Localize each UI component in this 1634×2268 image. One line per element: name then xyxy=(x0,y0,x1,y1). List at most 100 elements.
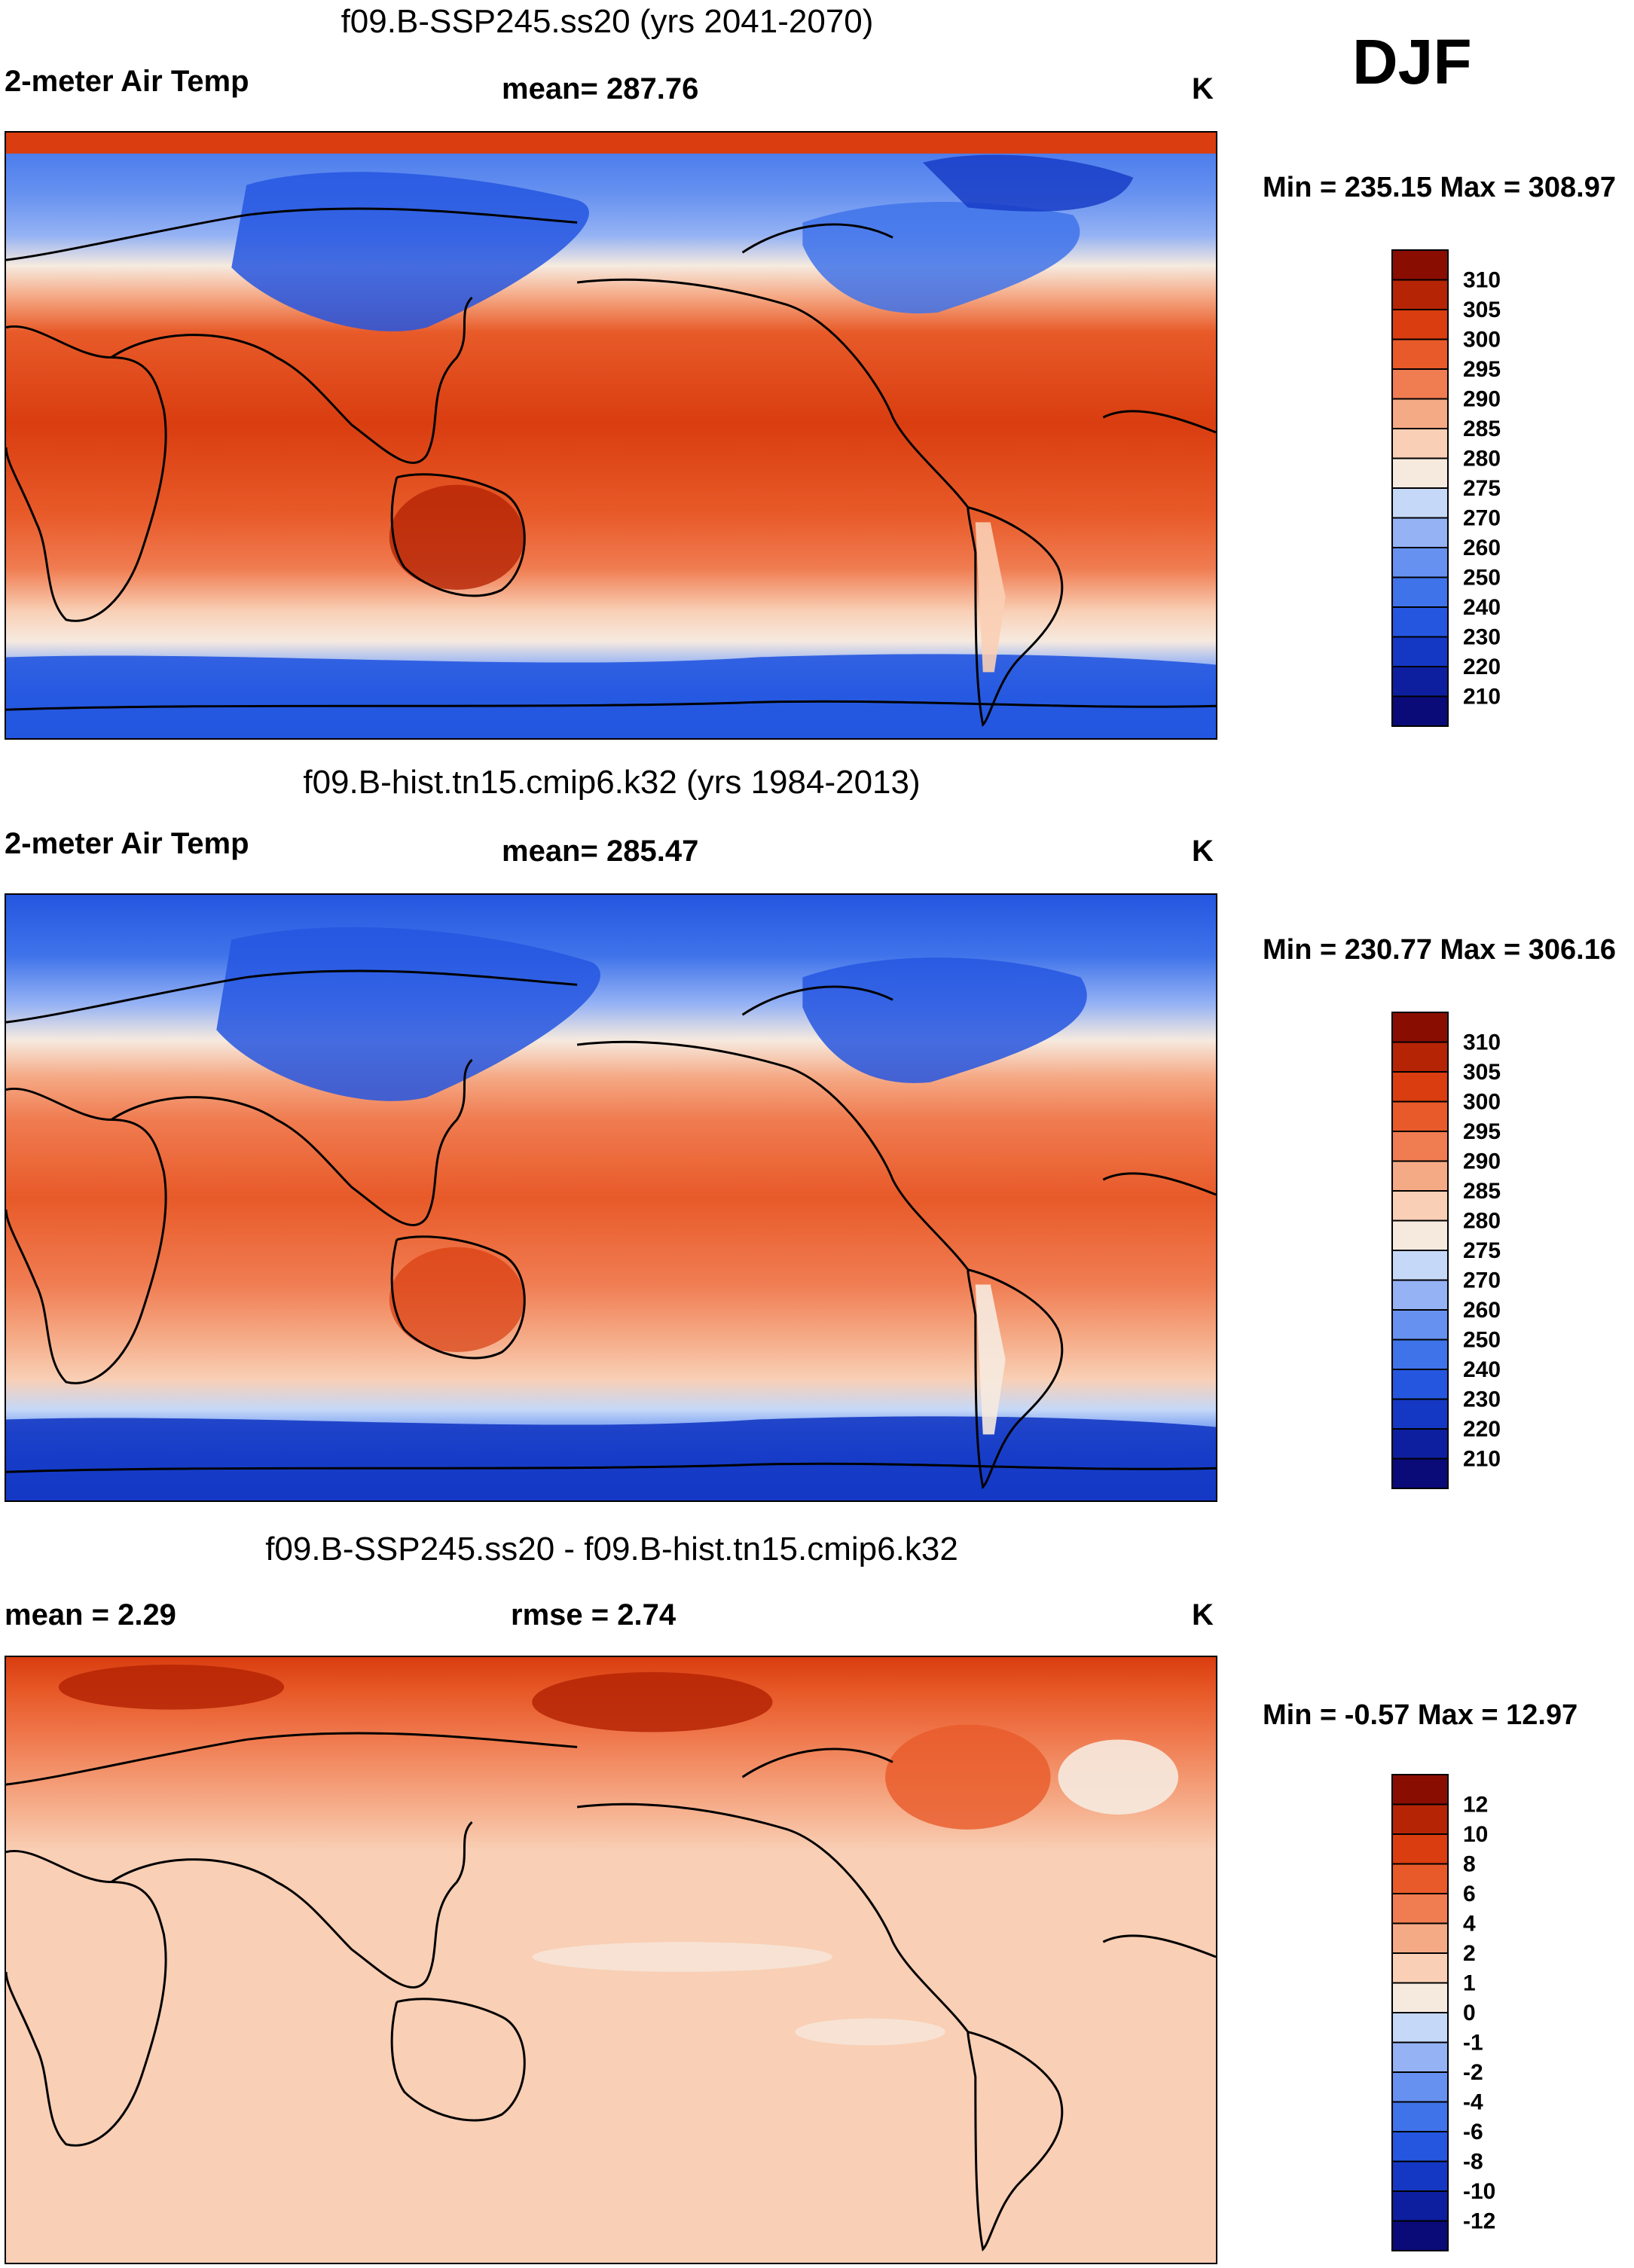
colorbar-tick-label: -6 xyxy=(1463,2120,1483,2144)
colorbar-svg-historical: 310 305 300 295 290 285 280 275 270 260 250 240 230 2… xyxy=(1391,1012,1501,1489)
colorbar-box xyxy=(1391,695,1449,727)
colorbar-tick-label: 12 xyxy=(1463,1793,1488,1818)
colorbar-box xyxy=(1391,398,1449,429)
colorbar-difference: 12 10 8 6 4 2 1 0 -1 -2 -4 -6 -8 -10 -12 xyxy=(1391,1773,1617,2259)
colorbar-tick-label: 280 xyxy=(1463,447,1501,472)
colorbar-tick-label: 275 xyxy=(1463,476,1501,501)
colorbar-box xyxy=(1391,249,1449,281)
map-svg-future xyxy=(6,133,1216,738)
colorbar-box xyxy=(1391,279,1449,310)
colorbar-tick-label: 1 xyxy=(1463,1971,1476,1996)
colorbar-tick-label: 285 xyxy=(1463,417,1501,441)
colorbar-box xyxy=(1391,1160,1449,1192)
colorbar-tick-label: 0 xyxy=(1463,2001,1476,2025)
colorbar-tick-label: 260 xyxy=(1463,536,1501,560)
colorbar-tick-label: 300 xyxy=(1463,1090,1501,1115)
colorbar-box xyxy=(1391,636,1449,667)
colorbar-box xyxy=(1391,2101,1449,2132)
colorbar-tick-label: 8 xyxy=(1463,1852,1476,1877)
colorbar-tick-label: 2 xyxy=(1463,1941,1476,1966)
colorbar-tick-label: 280 xyxy=(1463,1209,1501,1234)
colorbar-box xyxy=(1391,1774,1449,1806)
colorbar-tick-label: -12 xyxy=(1463,2209,1495,2234)
colorbar-box xyxy=(1391,1893,1449,1925)
map-svg-historical xyxy=(6,895,1216,1500)
colorbar-box xyxy=(1391,1219,1449,1251)
colorbar-box xyxy=(1391,606,1449,638)
colorbar-box xyxy=(1391,2041,1449,2073)
colorbar-tick-label: 310 xyxy=(1463,1030,1501,1055)
colorbar-box xyxy=(1391,2220,1449,2251)
colorbar-box xyxy=(1391,368,1449,400)
panel-title-historical: f09.B-hist.tn15.cmip6.k32 (yrs 1984-2013… xyxy=(303,764,921,801)
colorbar-tick-label: 295 xyxy=(1463,1119,1501,1144)
colorbar-box xyxy=(1391,2071,1449,2103)
mean-label-historical: mean= 285.47 xyxy=(502,835,699,868)
colorbar-box xyxy=(1391,1279,1449,1311)
units-label-future: K xyxy=(1192,72,1214,105)
colorbar-tick-label: 275 xyxy=(1463,1238,1501,1263)
colorbar-tick-label: 4 xyxy=(1463,1912,1476,1937)
colorbar-box xyxy=(1391,1982,1449,2013)
colorbar-svg-future: 310 305 300 295 290 285 280 275 270 260 250 240 230 2… xyxy=(1391,249,1501,727)
left-label-future: 2-meter Air Temp xyxy=(5,65,249,98)
colorbar-box xyxy=(1391,2160,1449,2192)
colorbar-box xyxy=(1391,1041,1449,1073)
colorbar-box xyxy=(1391,2190,1449,2222)
colorbar-box xyxy=(1391,576,1449,608)
season-label: DJF xyxy=(1352,26,1472,97)
colorbar-tick-label: 10 xyxy=(1463,1822,1488,1847)
colorbar-tick-label: 305 xyxy=(1463,298,1501,322)
colorbar-tick-label: 290 xyxy=(1463,1149,1501,1174)
colorbar-tick-label: 210 xyxy=(1463,685,1501,710)
colorbar-box xyxy=(1391,1803,1449,1835)
map-difference xyxy=(5,1656,1217,2264)
colorbar-box xyxy=(1391,1190,1449,1222)
colorbar-tick-label: 305 xyxy=(1463,1060,1501,1085)
units-label-historical: K xyxy=(1192,835,1214,868)
colorbar-box xyxy=(1391,517,1449,548)
colorbar-tick-label: -8 xyxy=(1463,2150,1483,2175)
map-future xyxy=(5,131,1217,740)
colorbar-box xyxy=(1391,1339,1449,1370)
rmse-label-difference: rmse = 2.74 xyxy=(511,1598,677,1632)
colorbar-box xyxy=(1391,1071,1449,1103)
colorbar-box xyxy=(1391,457,1449,489)
panel-title-future: f09.B-SSP245.ss20 (yrs 2041-2070) xyxy=(341,3,874,40)
colorbar-box xyxy=(1391,1369,1449,1400)
colorbar-historical: 310 305 300 295 290 285 280 275 270 260 250 240 230 2… xyxy=(1391,1011,1617,1497)
colorbar-tick-label: 230 xyxy=(1463,1387,1501,1412)
mean-label-future: mean= 287.76 xyxy=(502,72,699,105)
minmax-label-historical: Min = 230.77 Max = 306.16 xyxy=(1263,934,1616,966)
colorbar-box xyxy=(1391,487,1449,519)
colorbar-tick-label: 250 xyxy=(1463,1328,1501,1353)
colorbar-box xyxy=(1391,338,1449,370)
colorbar-tick-label: 210 xyxy=(1463,1447,1501,1472)
colorbar-box xyxy=(1391,1952,1449,1984)
colorbar-tick-label: 285 xyxy=(1463,1179,1501,1204)
colorbar-tick-label: 240 xyxy=(1463,595,1501,620)
units-label-difference: K xyxy=(1192,1598,1214,1632)
colorbar-tick-label: 270 xyxy=(1463,506,1501,531)
colorbar-box xyxy=(1391,1833,1449,1865)
minmax-label-difference: Min = -0.57 Max = 12.97 xyxy=(1263,1699,1578,1731)
colorbar-tick-label: -1 xyxy=(1463,2031,1483,2056)
colorbar-tick-label: -10 xyxy=(1463,2179,1495,2204)
colorbar-box xyxy=(1391,1131,1449,1162)
colorbar-tick-label: 260 xyxy=(1463,1298,1501,1323)
colorbar-tick-label: 220 xyxy=(1463,1417,1501,1442)
colorbar-tick-label: 250 xyxy=(1463,566,1501,591)
colorbar-tick-label: 240 xyxy=(1463,1357,1501,1382)
map-historical xyxy=(5,893,1217,1502)
colorbar-box xyxy=(1391,1922,1449,1954)
colorbar-box xyxy=(1391,1250,1449,1281)
colorbar-tick-label: 310 xyxy=(1463,268,1501,293)
colorbar-box xyxy=(1391,666,1449,697)
colorbar-tick-label: 295 xyxy=(1463,357,1501,382)
colorbar-box xyxy=(1391,1309,1449,1341)
colorbar-tick-label: 220 xyxy=(1463,655,1501,679)
colorbar-tick-label: -2 xyxy=(1463,2060,1483,2085)
colorbar-tick-label: 270 xyxy=(1463,1268,1501,1293)
colorbar-future: 310 305 300 295 290 285 280 275 270 260 250 240 230 2… xyxy=(1391,249,1617,734)
colorbar-tick-label: 290 xyxy=(1463,387,1501,412)
